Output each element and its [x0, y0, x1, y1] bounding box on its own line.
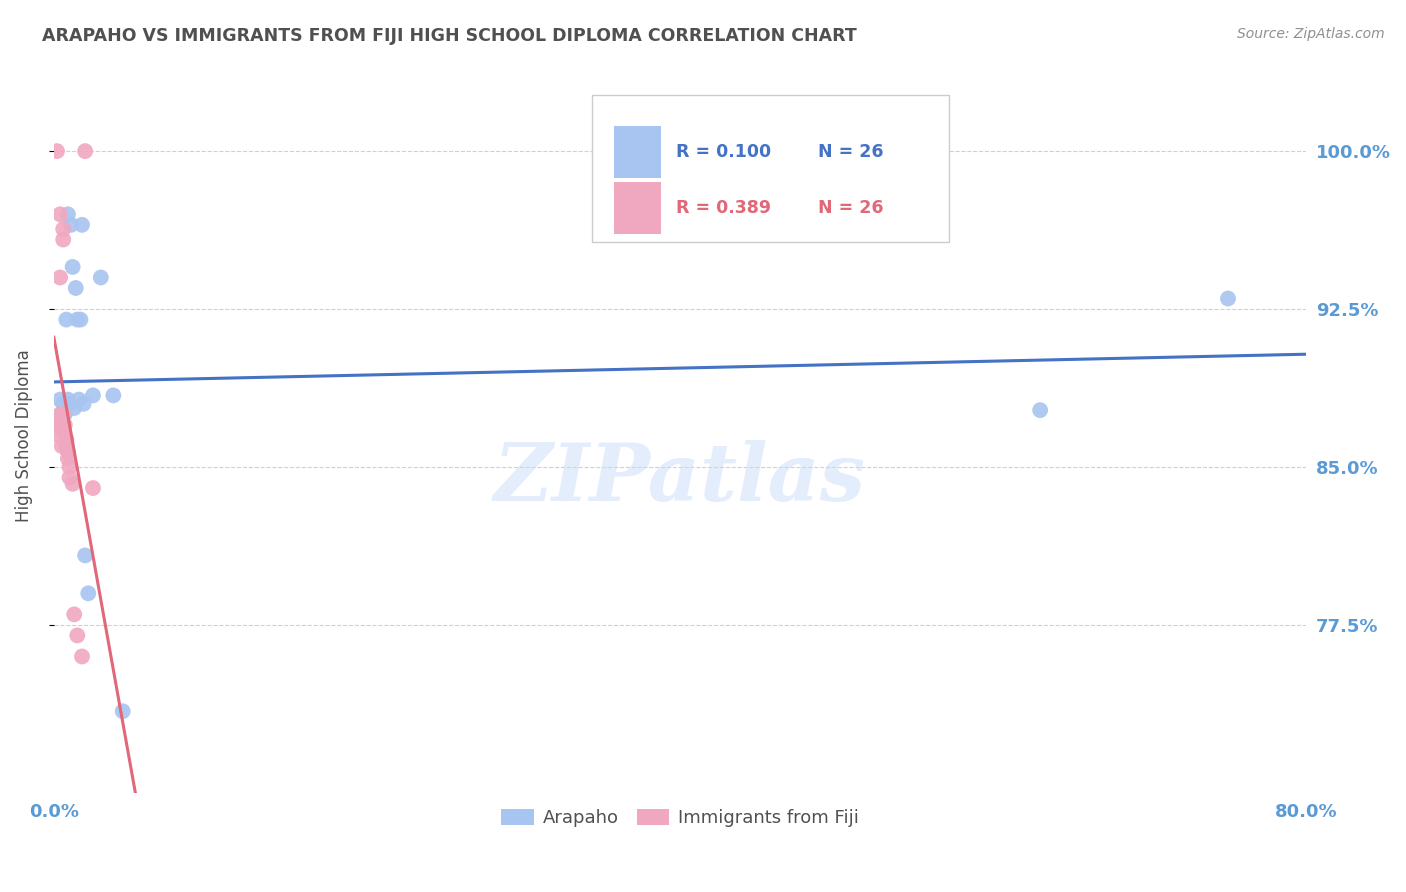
Point: [49, 207, 72, 221]
Point: [52, 233, 75, 247]
Point: [55, 433, 77, 447]
Point: [53, 408, 76, 422]
Point: [103, 388, 125, 402]
Point: [56, 207, 79, 221]
Point: [52, 397, 75, 411]
Point: [55, 312, 77, 326]
Point: [77, 586, 100, 600]
Point: [51, 408, 73, 422]
Point: [48, 417, 70, 432]
Point: [69, 312, 91, 326]
Point: [90, 270, 112, 285]
Point: [52, 222, 75, 236]
Point: [66, 628, 89, 642]
Point: [67, 392, 90, 407]
Text: N = 26: N = 26: [818, 199, 883, 217]
Point: [56, 451, 79, 466]
Point: [82, 388, 104, 402]
Point: [66, 312, 89, 326]
Point: [56, 392, 79, 407]
Point: [75, 144, 97, 158]
Point: [58, 460, 80, 475]
Text: R = 0.389: R = 0.389: [676, 199, 772, 217]
Point: [75, 549, 97, 563]
Point: [56, 445, 79, 459]
Point: [53, 428, 76, 442]
Text: ZIPatlas: ZIPatlas: [494, 440, 866, 517]
Point: [1216, 292, 1239, 306]
Point: [55, 439, 77, 453]
Point: [49, 270, 72, 285]
Y-axis label: High School Diploma: High School Diploma: [15, 349, 32, 522]
Point: [53, 401, 76, 415]
Point: [82, 481, 104, 495]
Point: [51, 439, 73, 453]
Point: [1029, 403, 1052, 417]
Point: [46, 144, 69, 158]
Text: Source: ZipAtlas.com: Source: ZipAtlas.com: [1237, 27, 1385, 41]
Point: [58, 470, 80, 484]
Point: [51, 422, 73, 436]
Point: [60, 218, 83, 232]
Text: N = 26: N = 26: [818, 143, 883, 161]
FancyBboxPatch shape: [592, 95, 949, 242]
Point: [70, 218, 93, 232]
Point: [62, 260, 84, 274]
Point: [52, 408, 75, 422]
Point: [70, 649, 93, 664]
Point: [63, 401, 86, 415]
Legend: Arapaho, Immigrants from Fiji: Arapaho, Immigrants from Fiji: [494, 802, 866, 834]
Point: [48, 428, 70, 442]
Point: [49, 392, 72, 407]
Point: [53, 417, 76, 432]
Point: [51, 414, 73, 428]
Bar: [613, 182, 661, 234]
Point: [49, 408, 72, 422]
Point: [58, 397, 80, 411]
Text: ARAPAHO VS IMMIGRANTS FROM FIJI HIGH SCHOOL DIPLOMA CORRELATION CHART: ARAPAHO VS IMMIGRANTS FROM FIJI HIGH SCH…: [42, 27, 856, 45]
Point: [111, 704, 134, 718]
Point: [65, 281, 87, 295]
Bar: [613, 126, 661, 178]
Point: [62, 476, 84, 491]
Point: [63, 607, 86, 622]
Point: [72, 397, 94, 411]
Text: R = 0.100: R = 0.100: [676, 143, 772, 161]
